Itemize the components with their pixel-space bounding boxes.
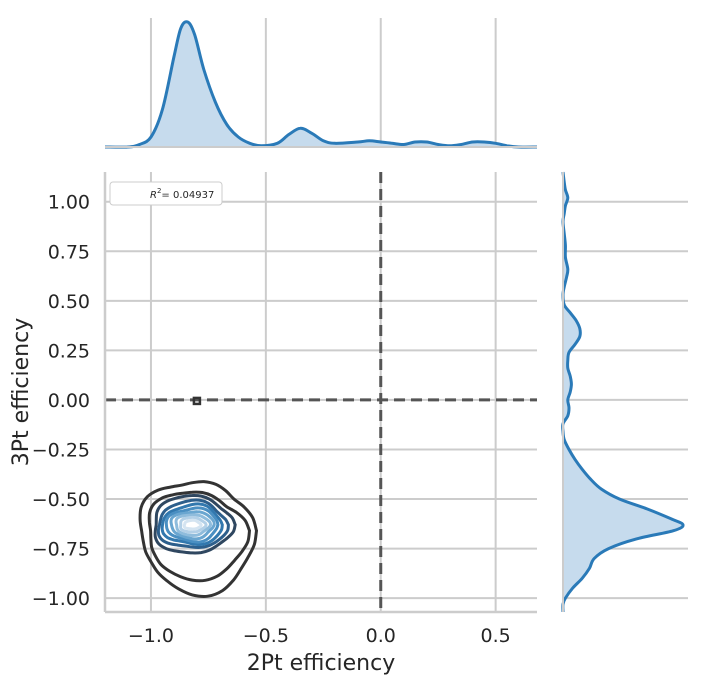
x-tick-label-0: −1.0 bbox=[128, 625, 174, 647]
x-tick-labels: −1.0 −0.5 0.0 0.5 bbox=[128, 625, 511, 647]
x-tick-label-3: 0.5 bbox=[481, 625, 511, 647]
y-tick-label-2: 0.50 bbox=[48, 291, 90, 313]
y-tick-label-8: −1.00 bbox=[32, 588, 90, 610]
kde-contour-level-4 bbox=[169, 510, 216, 541]
legend-label-prefix: R bbox=[150, 190, 157, 201]
y-marginal-gridlines bbox=[563, 200, 688, 600]
reference-lines bbox=[105, 172, 537, 612]
kde-contours bbox=[138, 396, 259, 598]
y-tick-label-4: 0.00 bbox=[48, 390, 90, 412]
axis-spines bbox=[103, 172, 537, 614]
legend-label: R2= 0.04937 bbox=[150, 187, 214, 201]
y-axis-title: 3Pt efficiency bbox=[9, 318, 34, 467]
kde-contour-level-3 bbox=[174, 513, 213, 538]
x-axis-title: 2Pt efficiency bbox=[247, 651, 396, 676]
x-tick-label-1: −0.5 bbox=[243, 625, 289, 647]
y-marginal-density-fill bbox=[562, 172, 684, 612]
y-tick-label-3: 0.25 bbox=[48, 340, 90, 362]
legend-label-value: = 0.04937 bbox=[161, 190, 214, 201]
kde-contour-level-2 bbox=[179, 515, 208, 534]
kde-contour-level-9 bbox=[147, 490, 252, 583]
kde-contour-level-8 bbox=[153, 493, 237, 555]
x-marginal-density bbox=[104, 18, 538, 149]
y-marginal-density bbox=[561, 171, 688, 613]
legend: R2= 0.04937 bbox=[109, 181, 223, 206]
kde-contour-level-5 bbox=[164, 506, 220, 544]
kde-outlier-contour bbox=[192, 396, 202, 406]
y-tick-label-5: −0.25 bbox=[32, 439, 90, 461]
x-tick-label-2: 0.0 bbox=[366, 625, 396, 647]
kde-contour-level-7 bbox=[156, 498, 230, 549]
y-tick-label-0: 1.00 bbox=[48, 192, 90, 214]
x-marginal-density-line bbox=[104, 20, 538, 149]
kde-contour-level-10 bbox=[138, 480, 259, 598]
y-tick-label-6: −0.50 bbox=[32, 489, 90, 511]
joint-axes: −1.0 −0.5 0.0 0.5 1.00 0.75 0.50 0.25 0.00 −0.25… bbox=[9, 172, 537, 676]
joint-gridlines bbox=[105, 172, 537, 612]
kde-contour-level-1 bbox=[182, 518, 203, 531]
y-marginal-density-line bbox=[561, 171, 685, 613]
kde-contour-level-6 bbox=[160, 502, 224, 547]
legend-box bbox=[109, 181, 223, 206]
y-tick-label-7: −0.75 bbox=[32, 539, 90, 561]
x-marginal-density-fill bbox=[105, 21, 537, 148]
y-tick-labels: 1.00 0.75 0.50 0.25 0.00 −0.25 −0.50 −0.75 −1.00 bbox=[32, 192, 90, 610]
y-tick-label-1: 0.75 bbox=[48, 241, 90, 263]
legend-label-sup: 2 bbox=[157, 187, 161, 195]
x-marginal-gridlines bbox=[149, 18, 497, 147]
